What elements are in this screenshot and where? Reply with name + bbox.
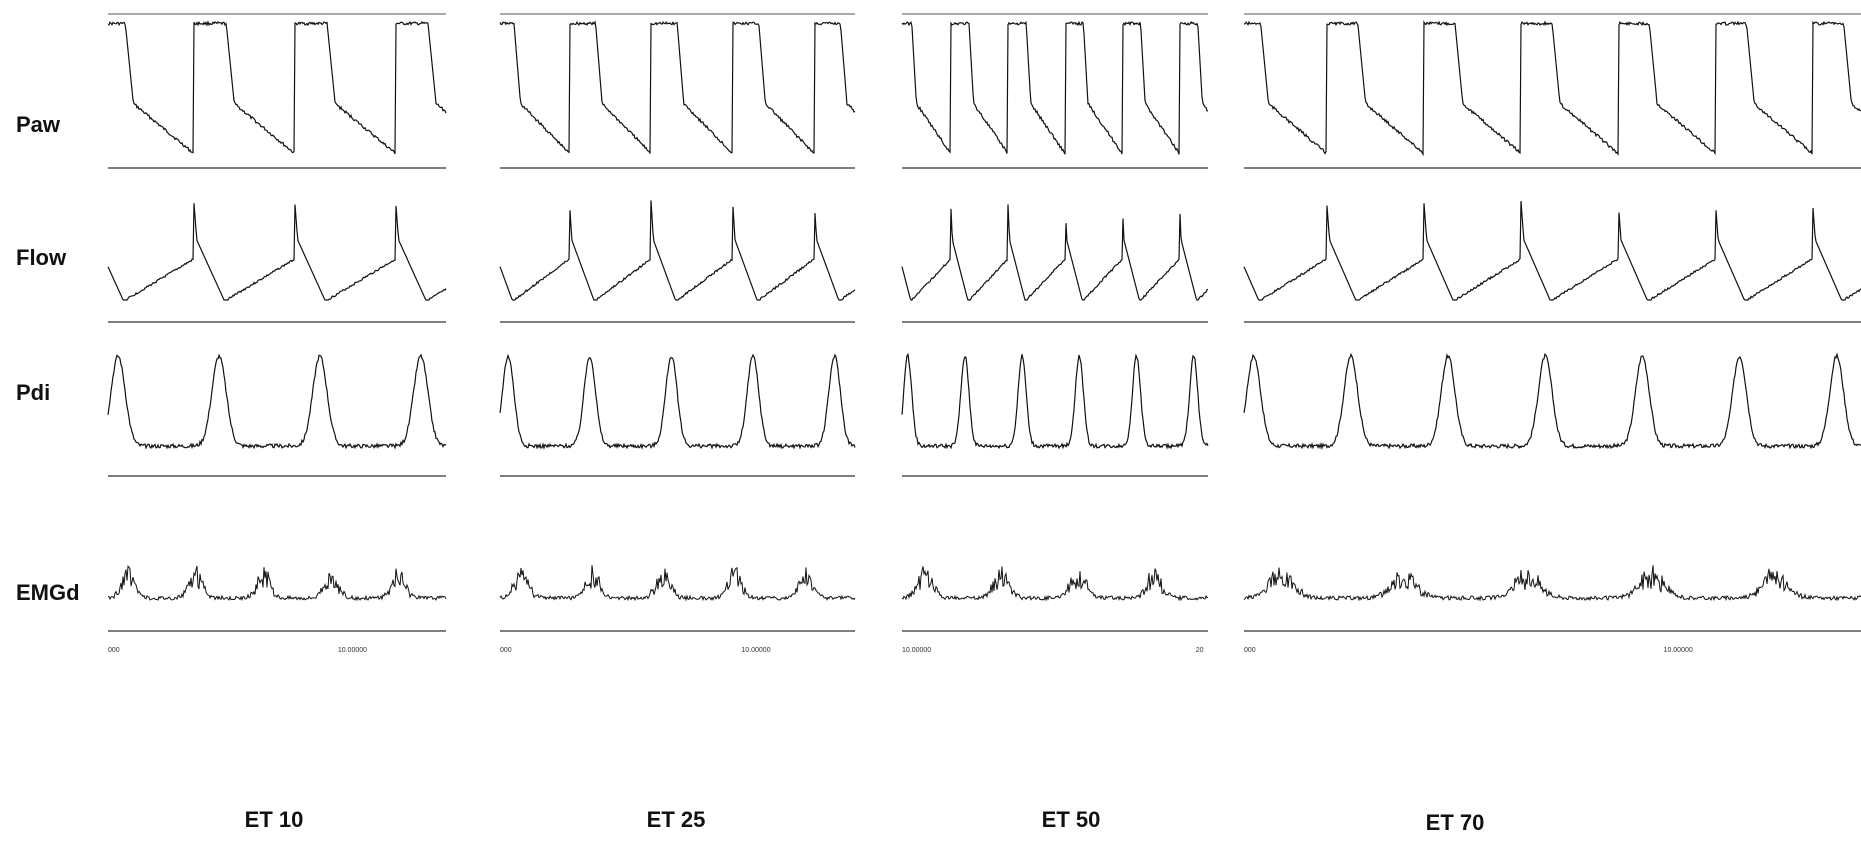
panel-title-et25: ET 25 — [646, 807, 706, 832]
axis-tick-label: 000 — [108, 647, 120, 654]
pdi-trace-et70 — [1243, 352, 1861, 451]
pdi-trace-et25 — [499, 353, 856, 450]
pdi-trace-et50 — [901, 352, 1209, 450]
paw-trace-et25 — [499, 20, 856, 154]
axis-tick-label: 000 — [500, 647, 512, 654]
emgd-trace-et10 — [107, 565, 447, 602]
panel-title-et50: ET 50 — [1041, 807, 1101, 832]
emgd-trace-et50 — [901, 566, 1209, 602]
axis-tick-label: 10.00000 — [338, 647, 367, 654]
panel-title-et70: ET 70 — [1425, 810, 1485, 835]
emgd-trace-et25 — [499, 565, 856, 602]
axis-tick-label: 000 — [1244, 647, 1256, 654]
axis-tick-label: 10.00000 — [902, 647, 931, 654]
flow-trace-et50 — [901, 204, 1209, 301]
row-label-flow: Flow — [16, 245, 67, 270]
axis-tick-label: 10.00000 — [741, 647, 770, 654]
axis-tick-label: 20 — [1196, 647, 1204, 654]
axis-tick-label: 10.00000 — [1664, 647, 1693, 654]
row-label-pdi: Pdi — [16, 380, 51, 405]
paw-trace-et10 — [107, 20, 447, 155]
flow-trace-et10 — [107, 203, 447, 301]
pdi-trace-et10 — [107, 353, 447, 450]
emgd-trace-et70 — [1243, 565, 1861, 602]
flow-trace-et25 — [499, 200, 856, 301]
flow-trace-et70 — [1243, 201, 1861, 301]
row-label-emgd: EMGd — [16, 580, 80, 605]
row-label-paw: Paw — [16, 112, 61, 137]
panel-title-et10: ET 10 — [244, 807, 304, 832]
paw-trace-et50 — [901, 20, 1209, 155]
paw-trace-et70 — [1243, 20, 1861, 157]
